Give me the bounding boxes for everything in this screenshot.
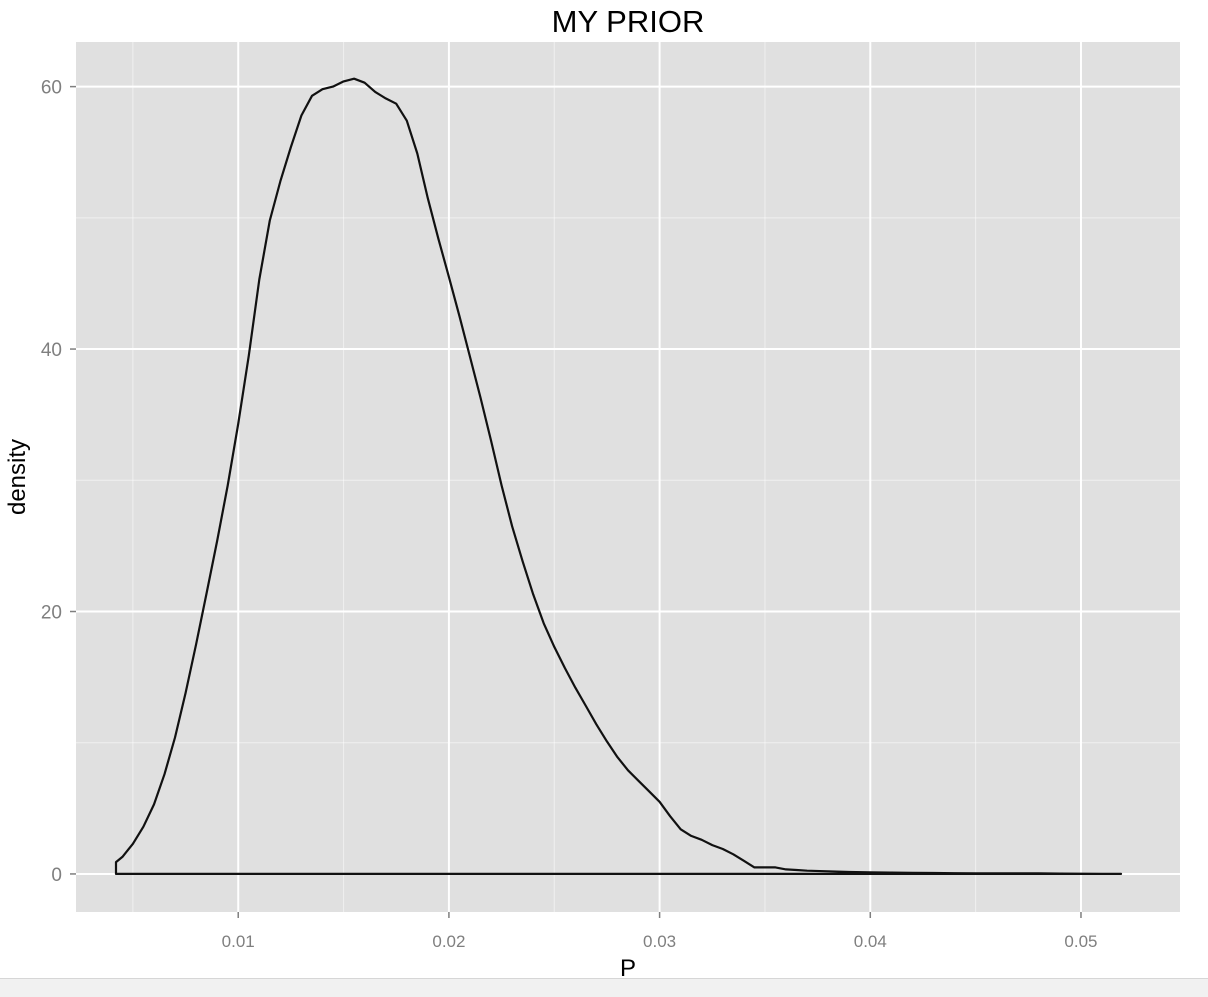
window-bottom-bar: [0, 978, 1208, 997]
x-axis-ticks: 0.01 0.02 0.03 0.04 0.05: [222, 912, 1098, 951]
y-tick-label: 20: [41, 603, 62, 624]
x-tick-label: 0.04: [854, 932, 887, 951]
y-tick-label: 40: [41, 340, 62, 361]
y-tick-label: 0: [51, 865, 62, 886]
x-tick-label: 0.03: [643, 932, 676, 951]
y-tick-label: 60: [41, 78, 62, 99]
x-tick-label: 0.02: [432, 932, 465, 951]
plot-panel: [76, 42, 1180, 912]
y-axis-ticks: 0 20 40 60: [41, 78, 76, 886]
x-axis-label: P: [620, 955, 636, 982]
x-tick-label: 0.05: [1064, 932, 1097, 951]
chart-title: MY PRIOR: [552, 4, 705, 39]
density-line: [114, 77, 1123, 875]
density-series: [114, 77, 1123, 875]
y-axis-label: density: [4, 439, 31, 515]
x-tick-label: 0.01: [222, 932, 255, 951]
minor-gridlines: [76, 42, 1180, 912]
